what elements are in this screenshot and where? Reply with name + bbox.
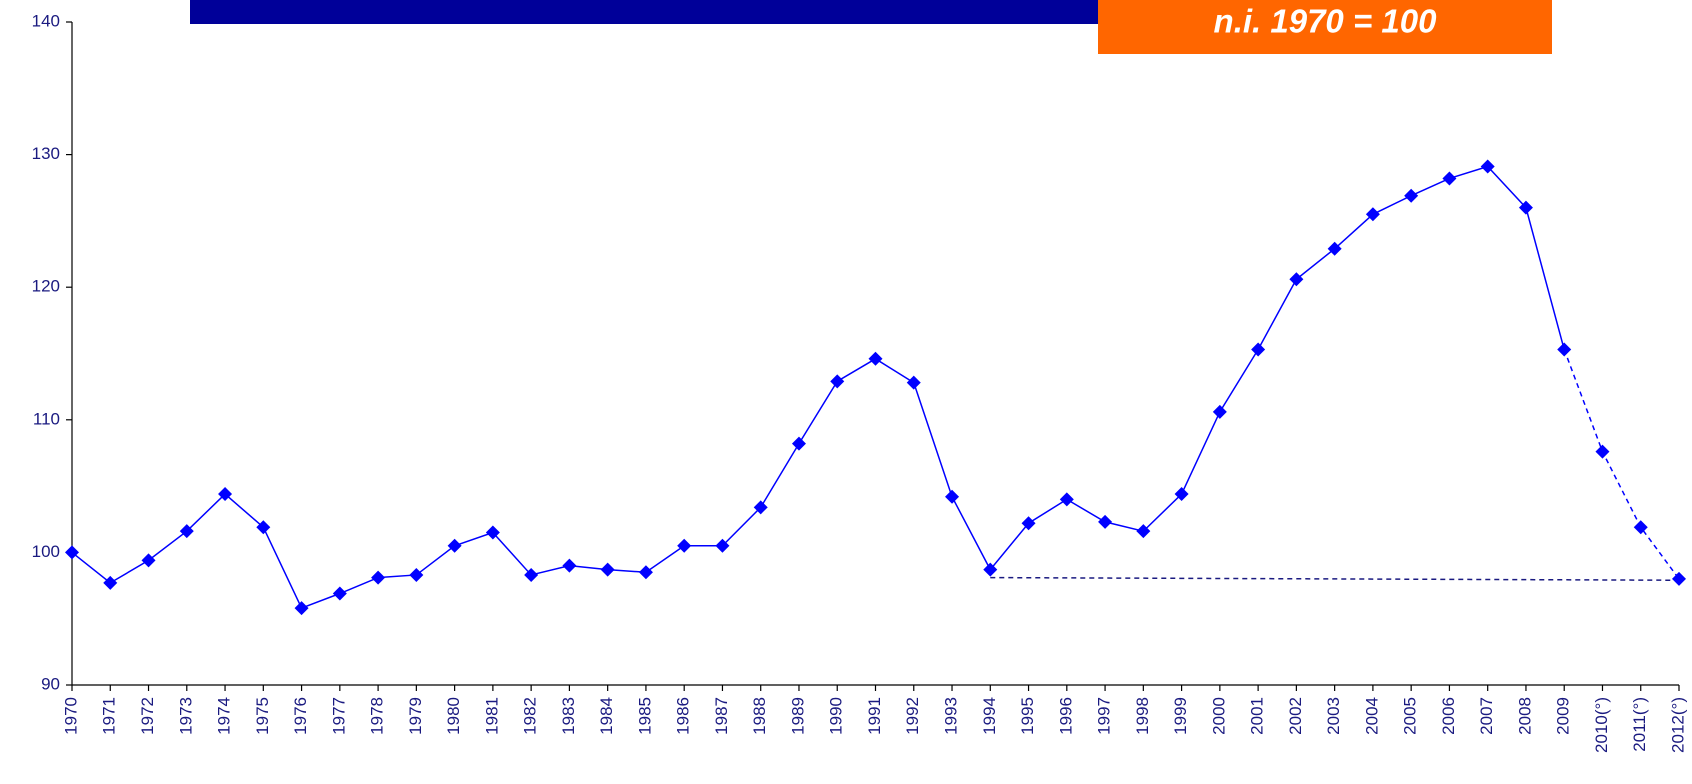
marker bbox=[371, 570, 386, 585]
x-tick-label: 1985 bbox=[635, 697, 654, 735]
marker bbox=[141, 553, 156, 568]
x-tick-label: 1970 bbox=[61, 697, 80, 735]
marker bbox=[791, 436, 806, 451]
marker bbox=[562, 558, 577, 573]
marker bbox=[1404, 188, 1419, 203]
x-tick-label: 1980 bbox=[444, 697, 463, 735]
marker bbox=[868, 351, 883, 366]
marker bbox=[65, 545, 79, 560]
x-tick-label: 2003 bbox=[1324, 697, 1343, 735]
header-bar bbox=[190, 0, 1098, 24]
x-tick-label: 1975 bbox=[253, 697, 272, 735]
marker bbox=[638, 565, 653, 580]
x-tick-label: 1988 bbox=[750, 697, 769, 735]
marker bbox=[218, 487, 233, 502]
marker bbox=[179, 524, 194, 539]
x-tick-label: 1999 bbox=[1171, 697, 1190, 735]
series-line-dashed bbox=[1563, 349, 1680, 580]
marker bbox=[1595, 444, 1610, 459]
marker bbox=[447, 538, 462, 553]
x-tick-label: 1971 bbox=[100, 697, 119, 735]
marker bbox=[677, 538, 692, 553]
x-tick-label: 1983 bbox=[559, 697, 578, 735]
x-tick-label: 2000 bbox=[1209, 697, 1228, 735]
x-tick-label: 2006 bbox=[1439, 697, 1458, 735]
x-tick-label: 1994 bbox=[980, 697, 999, 735]
x-tick-label: 1976 bbox=[291, 697, 310, 735]
marker bbox=[1098, 514, 1113, 529]
marker bbox=[1174, 487, 1189, 502]
marker bbox=[256, 520, 271, 535]
marker bbox=[1518, 200, 1533, 215]
marker bbox=[1442, 171, 1457, 186]
y-tick-label: 140 bbox=[32, 11, 60, 30]
x-tick-label: 1993 bbox=[942, 697, 961, 735]
x-tick-label: 1990 bbox=[827, 697, 846, 735]
x-tick-label: 2005 bbox=[1401, 697, 1420, 735]
marker bbox=[1059, 492, 1074, 507]
y-tick-label: 90 bbox=[41, 674, 60, 693]
y-tick-label: 120 bbox=[32, 277, 60, 296]
marker bbox=[332, 586, 347, 601]
x-tick-label: 1973 bbox=[176, 697, 195, 735]
marker bbox=[753, 500, 768, 515]
marker bbox=[1021, 516, 1036, 531]
marker bbox=[1480, 159, 1495, 174]
x-tick-label: 1987 bbox=[712, 697, 731, 735]
x-tick-label: 1982 bbox=[521, 697, 540, 735]
marker bbox=[983, 562, 998, 577]
marker bbox=[409, 567, 424, 582]
x-tick-label: 1992 bbox=[903, 697, 922, 735]
marker bbox=[1136, 524, 1151, 539]
marker bbox=[1633, 520, 1648, 535]
x-tick-label: 1998 bbox=[1133, 697, 1152, 735]
marker bbox=[906, 375, 921, 390]
x-tick-label: 2008 bbox=[1515, 697, 1534, 735]
x-tick-label: 2001 bbox=[1248, 697, 1267, 735]
marker bbox=[1672, 571, 1686, 586]
x-tick-label: 1984 bbox=[597, 697, 616, 735]
marker bbox=[294, 601, 309, 616]
x-tick-label: 1977 bbox=[329, 697, 348, 735]
badge-text: n.i. 1970 = 100 bbox=[1214, 3, 1438, 40]
y-tick-label: 130 bbox=[32, 144, 60, 163]
series-line bbox=[71, 165, 1565, 610]
y-tick-label: 100 bbox=[32, 542, 60, 561]
x-tick-label: 2004 bbox=[1362, 697, 1381, 735]
marker bbox=[1557, 342, 1572, 357]
marker bbox=[103, 575, 118, 590]
y-tick-label: 110 bbox=[33, 409, 60, 428]
x-tick-label: 1974 bbox=[215, 697, 234, 735]
marker bbox=[600, 562, 615, 577]
x-tick-label: 2002 bbox=[1286, 697, 1305, 735]
x-tick-label: 2010(°) bbox=[1592, 697, 1611, 753]
marker bbox=[1212, 404, 1227, 419]
marker bbox=[1289, 272, 1304, 287]
badge-box bbox=[1098, 0, 1552, 54]
x-tick-label: 1989 bbox=[788, 697, 807, 735]
marker bbox=[1365, 207, 1380, 222]
marker bbox=[1251, 342, 1266, 357]
marker bbox=[524, 567, 539, 582]
marker bbox=[715, 538, 730, 553]
x-tick-label: 1996 bbox=[1056, 697, 1075, 735]
marker bbox=[485, 525, 500, 540]
x-tick-label: 2011(°) bbox=[1630, 697, 1649, 752]
x-tick-label: 1991 bbox=[865, 697, 884, 735]
x-tick-label: 1979 bbox=[406, 697, 425, 735]
marker bbox=[830, 374, 845, 389]
reference-line bbox=[990, 576, 1680, 581]
x-tick-label: 1997 bbox=[1095, 697, 1114, 735]
x-tick-label: 1978 bbox=[368, 697, 387, 735]
x-tick-label: 1986 bbox=[674, 697, 693, 735]
x-tick-label: 2012(°) bbox=[1668, 697, 1687, 753]
x-tick-label: 1981 bbox=[482, 697, 501, 735]
x-tick-label: 1972 bbox=[138, 697, 157, 735]
marker bbox=[1327, 241, 1342, 256]
x-tick-label: 2007 bbox=[1477, 697, 1496, 735]
x-tick-label: 2009 bbox=[1554, 697, 1573, 735]
marker bbox=[945, 489, 960, 504]
x-tick-label: 1995 bbox=[1018, 697, 1037, 735]
